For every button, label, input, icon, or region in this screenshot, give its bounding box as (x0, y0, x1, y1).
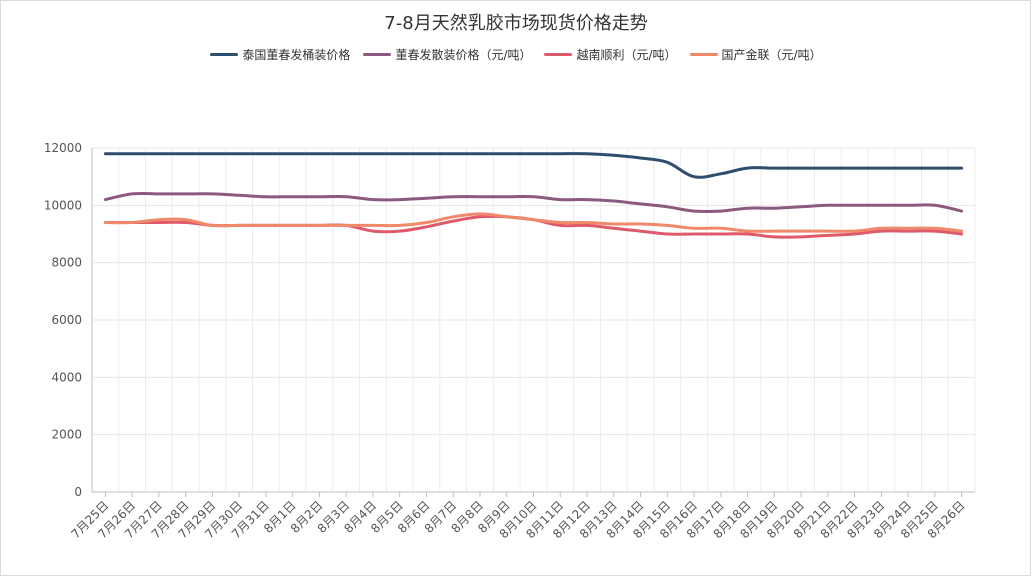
legend-item-3[interactable]: 越南顺利（元/吨） (544, 46, 677, 63)
legend-label: 泰国董春发桶装价格 (242, 48, 351, 62)
y-tick-label: 6000 (51, 313, 82, 327)
legend-swatch (544, 53, 573, 56)
y-tick-label: 4000 (51, 370, 82, 384)
legend-label: 国产金联（元/吨） (721, 48, 822, 62)
series-line-1[interactable] (103, 152, 964, 179)
legend-swatch (363, 53, 392, 56)
legend-label: 越南顺利（元/吨） (576, 48, 677, 62)
legend-label: 董春发散装价格（元/吨） (395, 48, 532, 62)
series-line-4[interactable] (103, 212, 964, 233)
chart-title: 7-8月天然乳胶市场现货价格走势 (384, 13, 648, 34)
legend-item-2[interactable]: 董春发散装价格（元/吨） (363, 46, 531, 63)
legend-item-1[interactable]: 泰国董春发桶装价格 (210, 46, 350, 63)
y-tick-label: 12000 (44, 141, 82, 155)
y-tick-label: 2000 (51, 428, 82, 442)
legend-swatch (210, 53, 239, 56)
y-tick-label: 8000 (51, 256, 82, 270)
y-tick-label: 10000 (44, 198, 82, 212)
y-tick-label: 0 (74, 485, 82, 499)
legend-item-4[interactable]: 国产金联（元/吨） (689, 46, 822, 63)
chart-legend[interactable]: 泰国董春发桶装价格 董春发散装价格（元/吨） 越南顺利（元/吨） 国产金联（元/吨） (0, 46, 1032, 63)
legend-swatch (689, 53, 718, 56)
series-line-2[interactable] (103, 191, 964, 214)
